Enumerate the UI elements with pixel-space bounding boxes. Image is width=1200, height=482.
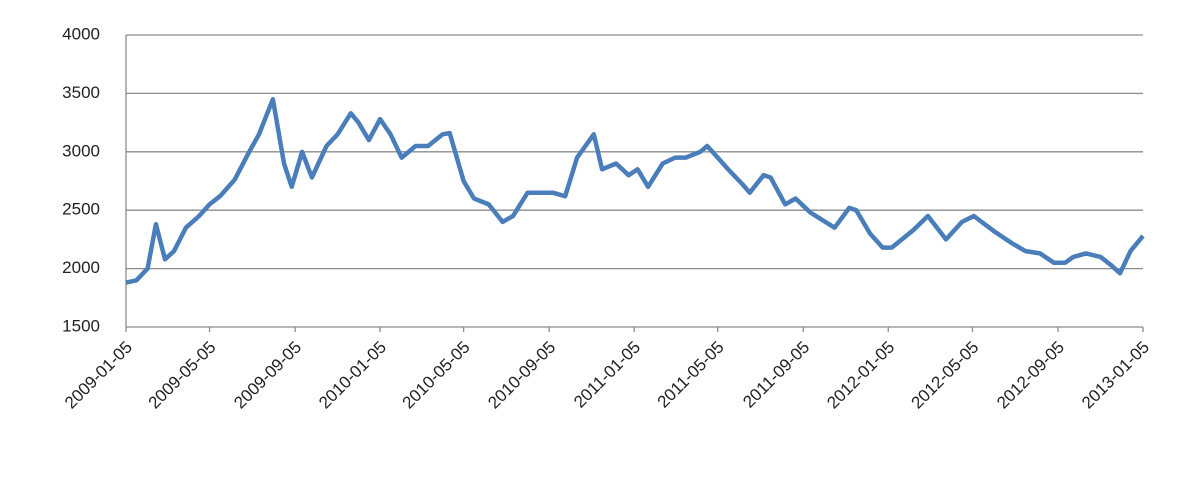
y-tick-label: 1500	[62, 316, 100, 335]
x-tick-label: 2011-01-05	[570, 338, 644, 412]
y-tick-label: 3500	[62, 83, 100, 102]
x-tick-label: 2010-05-05	[399, 338, 474, 413]
x-tick-label: 2013-01-05	[1078, 338, 1153, 413]
y-tick-label: 3000	[62, 141, 100, 160]
x-tick-label: 2012-01-05	[823, 338, 898, 413]
x-tick-label: 2009-01-05	[61, 338, 136, 413]
x-tick-label: 2010-09-05	[484, 338, 559, 413]
x-tick-label: 2009-09-05	[230, 338, 305, 413]
data-line	[125, 96, 1145, 285]
y-tick-label: 2000	[62, 258, 100, 277]
x-tick-label: 2009-05-05	[145, 338, 220, 413]
x-tick-label: 2012-09-05	[993, 338, 1068, 413]
x-tick-label: 2012-05-05	[908, 338, 983, 413]
x-tick-label: 2010-01-05	[315, 338, 390, 413]
y-tick-label: 4000	[62, 24, 100, 43]
x-tick-label: 2011-05-05	[654, 338, 728, 412]
y-tick-label: 2500	[62, 200, 100, 219]
x-tick-label: 2011-09-05	[739, 338, 813, 412]
